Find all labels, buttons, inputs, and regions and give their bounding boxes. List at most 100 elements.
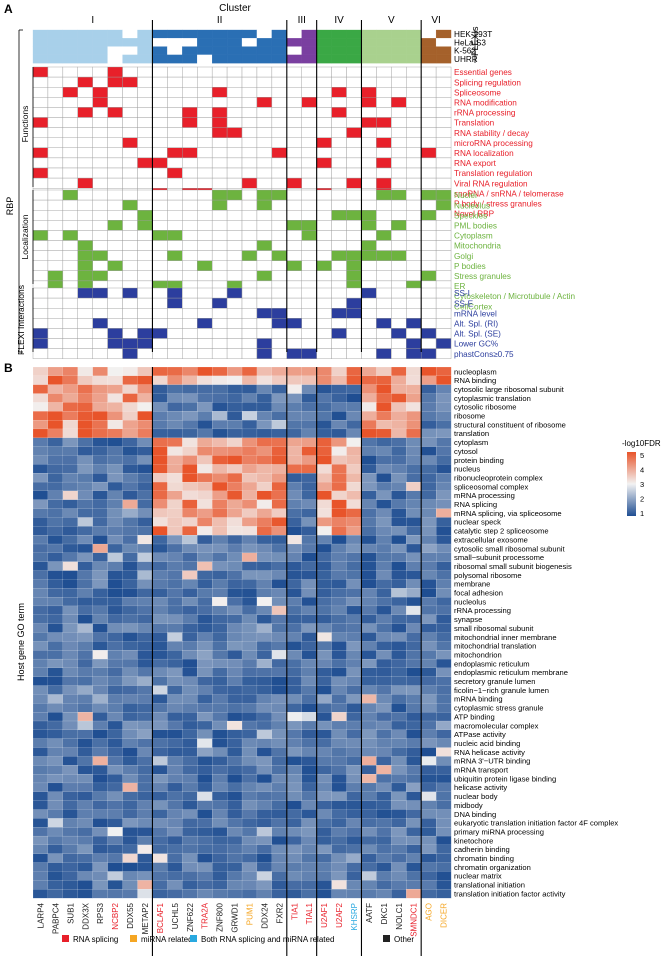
heatmap-cell	[122, 411, 138, 421]
interaction-cell	[406, 308, 422, 319]
heatmap-cell	[436, 871, 452, 881]
function-cell	[331, 76, 347, 88]
heatmap-cell	[152, 597, 168, 607]
function-cell	[107, 157, 123, 169]
flexi-cell	[212, 29, 228, 39]
function-cell	[197, 86, 213, 98]
heatmap-cell	[376, 579, 392, 589]
localization-cell	[122, 209, 138, 221]
heatmap-cell	[346, 791, 362, 801]
color-scale-tick: 1	[640, 509, 644, 518]
heatmap-cell	[421, 650, 437, 660]
heatmap-cell	[47, 756, 64, 766]
function-cell	[346, 137, 362, 148]
localization-cell	[182, 250, 198, 261]
heatmap-cell	[212, 490, 228, 501]
heatmap-cell	[436, 446, 452, 456]
heatmap-cell	[32, 517, 49, 527]
heatmap-cell	[286, 835, 303, 846]
flexi-cell	[271, 38, 287, 47]
function-cell	[435, 127, 452, 138]
flexi-cell	[376, 38, 392, 47]
heatmap-cell	[167, 561, 183, 571]
heatmap-cell	[197, 384, 213, 394]
heatmap-cell	[167, 853, 183, 863]
heatmap-cell	[361, 685, 377, 695]
heatmap-cell	[137, 800, 153, 810]
gene-label: DDX24	[260, 902, 269, 928]
heatmap-cell	[197, 676, 213, 686]
localization-cell	[316, 189, 332, 201]
function-cell	[286, 177, 302, 189]
heatmap-cell	[316, 747, 332, 757]
heatmap-cell	[316, 570, 332, 580]
flexi-cell	[256, 29, 273, 39]
function-cell	[197, 167, 213, 179]
function-cell	[420, 117, 437, 128]
heatmap-cell	[212, 658, 228, 669]
function-cell	[197, 107, 213, 118]
function-row-label: Novel RBP	[454, 210, 495, 219]
heatmap-cell	[47, 446, 64, 456]
heatmap-cell	[406, 862, 422, 872]
heatmap-cell	[107, 800, 123, 810]
heatmap-cell	[376, 765, 392, 775]
heatmap-cell	[197, 526, 213, 536]
heatmap-cell	[421, 552, 437, 562]
interaction-cell	[32, 338, 49, 349]
heatmap-cell	[47, 650, 64, 660]
heatmap-cell	[137, 641, 153, 651]
heatmap-cell	[137, 605, 153, 616]
function-cell	[256, 107, 273, 118]
localization-cell	[226, 209, 243, 221]
heatmap-cell	[421, 738, 437, 748]
localization-cell	[62, 209, 78, 221]
heatmap-cell	[346, 712, 362, 722]
interaction-cell	[286, 348, 302, 359]
heatmap-cell	[241, 473, 258, 483]
heatmap-cell	[331, 508, 347, 518]
function-cell	[47, 127, 64, 138]
heatmap-cell	[256, 499, 273, 509]
heatmap-cell	[301, 650, 317, 660]
heatmap-cell	[286, 703, 303, 713]
heatmap-cell	[47, 455, 64, 465]
heatmap-cell	[182, 774, 198, 784]
heatmap-cell	[271, 481, 288, 492]
heatmap-cell	[197, 685, 213, 695]
heatmap-cell	[152, 676, 168, 686]
heatmap-cell	[77, 782, 93, 793]
function-cell	[391, 86, 407, 98]
heatmap-cell	[301, 667, 317, 678]
heatmap-cell	[62, 720, 79, 731]
heatmap-cell	[227, 720, 243, 731]
heatmap-cell	[376, 844, 392, 855]
function-cell	[92, 76, 108, 88]
heatmap-cell	[376, 809, 392, 819]
heatmap-cell	[241, 729, 258, 739]
localization-cell	[435, 209, 452, 221]
heatmap-cell	[346, 889, 362, 899]
heatmap-cell	[286, 552, 303, 562]
localization-cell	[271, 199, 288, 211]
heatmap-cell	[346, 464, 362, 474]
heatmap-cell	[331, 535, 347, 545]
heatmap-cell	[361, 375, 377, 385]
heatmap-cell	[137, 588, 153, 598]
heatmap-cell	[391, 658, 407, 669]
heatmap-cell	[92, 402, 108, 412]
heatmap-cell	[301, 782, 317, 793]
heatmap-cell	[241, 818, 258, 828]
heatmap-cell	[406, 526, 422, 536]
function-cell	[47, 97, 64, 108]
heatmap-cell	[286, 393, 303, 403]
interaction-cell	[406, 348, 422, 359]
heatmap-cell	[77, 827, 93, 837]
heatmap-cell	[212, 597, 228, 607]
localization-cell	[107, 199, 123, 211]
heatmap-cell	[137, 774, 153, 784]
function-row-label: Translation	[454, 119, 495, 128]
function-cell	[435, 167, 452, 179]
heatmap-cell	[92, 535, 108, 545]
function-cell	[226, 177, 243, 189]
